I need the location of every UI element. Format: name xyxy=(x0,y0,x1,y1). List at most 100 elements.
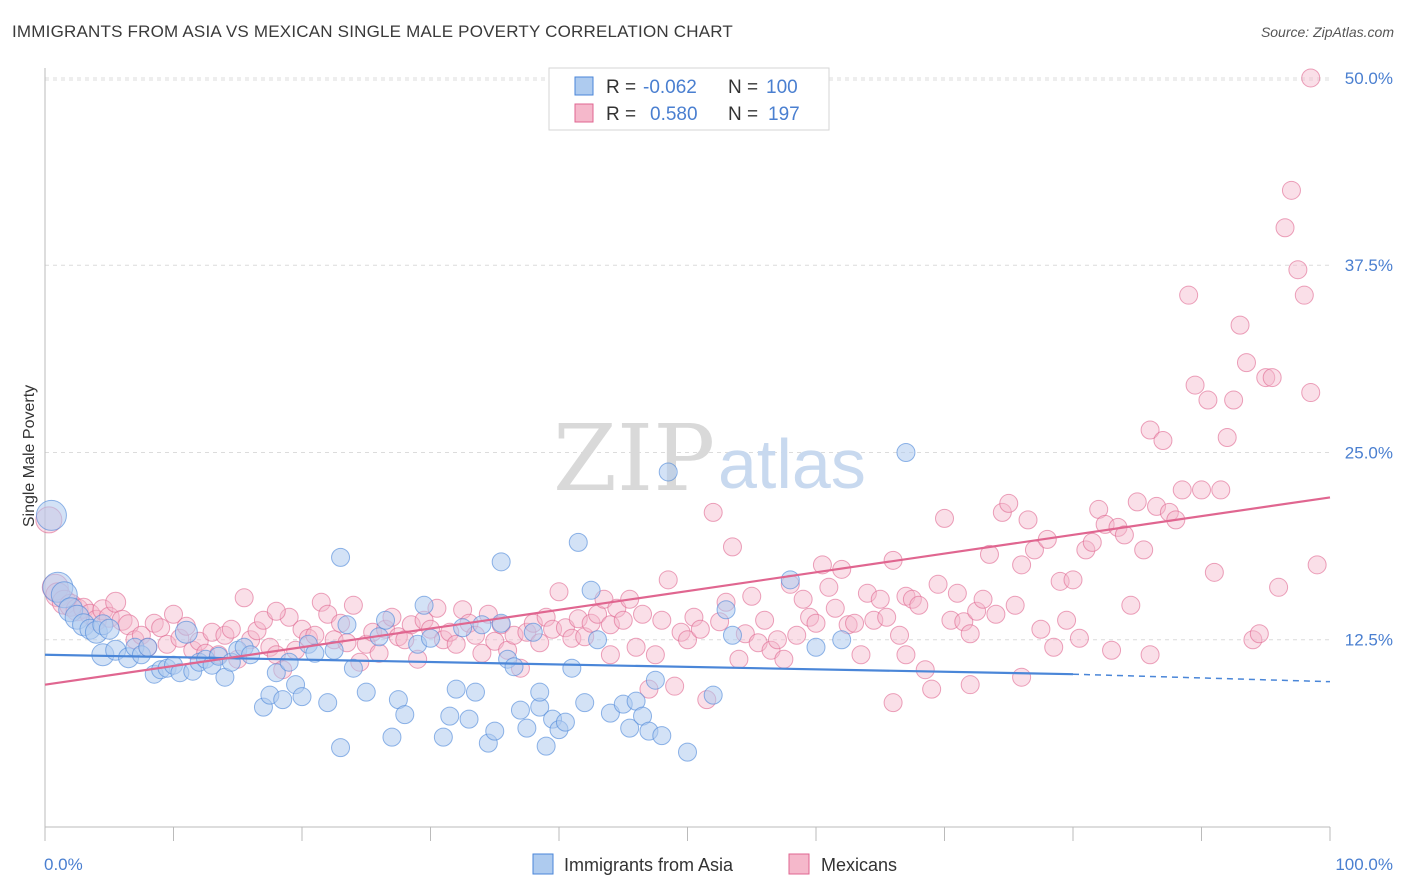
point-mexicans xyxy=(1281,180,1301,200)
point-asia xyxy=(485,721,505,741)
point-mexicans xyxy=(896,645,916,665)
legend-swatch-pink xyxy=(574,103,594,123)
point-mexicans xyxy=(973,589,993,609)
point-mexicans xyxy=(600,615,620,635)
point-asia xyxy=(510,700,530,720)
x-ticks xyxy=(44,827,1331,841)
watermark-atlas: atlas xyxy=(718,425,866,503)
point-mexicans xyxy=(774,649,794,669)
point-mexicans xyxy=(1005,595,1025,615)
point-asia xyxy=(568,532,588,552)
point-mexicans xyxy=(633,604,653,624)
point-mexicans xyxy=(613,610,633,630)
point-asia xyxy=(620,718,640,738)
point-mexicans xyxy=(1275,218,1295,238)
point-mexicans xyxy=(986,604,1006,624)
point-mexicans xyxy=(690,619,710,639)
point-mexicans xyxy=(1288,260,1308,280)
point-mexicans xyxy=(703,502,723,522)
point-mexicans xyxy=(658,570,678,590)
point-mexicans xyxy=(1153,430,1173,450)
bottom-legend-label-asia: Immigrants from Asia xyxy=(564,855,734,875)
trendlines xyxy=(44,496,1331,686)
point-mexicans xyxy=(915,660,935,680)
point-mexicans xyxy=(311,592,331,612)
point-mexicans xyxy=(960,624,980,644)
point-asia xyxy=(174,620,198,644)
legend-n-label-pink: N = xyxy=(728,104,758,125)
point-mexicans xyxy=(1057,610,1077,630)
point-mexicans xyxy=(247,621,267,641)
point-asia xyxy=(780,570,800,590)
point-mexicans xyxy=(1230,315,1250,335)
point-mexicans xyxy=(1018,510,1038,530)
point-asia xyxy=(896,442,916,462)
point-mexicans xyxy=(1012,667,1032,687)
point-mexicans xyxy=(979,544,999,564)
point-mexicans xyxy=(967,601,987,621)
point-asia xyxy=(273,690,293,710)
point-mexicans xyxy=(1307,555,1327,575)
point-mexicans xyxy=(1262,368,1282,388)
point-mexicans xyxy=(1198,390,1218,410)
point-mexicans xyxy=(1236,353,1256,373)
point-mexicans xyxy=(1217,428,1237,447)
point-asia xyxy=(536,736,556,756)
point-mexicans xyxy=(369,643,389,663)
legend-r-label-pink: R = xyxy=(606,104,636,125)
point-mexicans xyxy=(722,537,742,557)
point-mexicans xyxy=(446,634,466,654)
trendline-asia-extension xyxy=(1072,673,1331,683)
point-mexicans xyxy=(1185,375,1205,395)
point-asia xyxy=(395,705,415,725)
point-mexicans xyxy=(819,577,839,597)
point-mexicans xyxy=(1134,540,1154,560)
point-mexicans xyxy=(157,634,177,654)
point-mexicans xyxy=(890,625,910,645)
point-asia xyxy=(716,600,736,620)
point-mexicans xyxy=(1127,492,1147,512)
point-mexicans xyxy=(678,630,697,650)
point-asia xyxy=(337,615,357,635)
point-asia xyxy=(440,706,460,726)
bottom-legend-swatch-mexicans xyxy=(788,853,810,875)
point-mexicans xyxy=(947,583,967,603)
point-mexicans xyxy=(845,613,865,633)
point-mexicans xyxy=(105,591,127,613)
point-asia xyxy=(703,685,723,705)
point-asia xyxy=(331,547,351,567)
point-asia xyxy=(356,682,376,702)
point-mexicans xyxy=(401,615,421,635)
point-asia xyxy=(575,693,595,713)
y-tick-labels: 12.5% 25.0% 37.5% 50.0% xyxy=(1345,69,1393,650)
point-asia xyxy=(98,618,120,640)
point-asia xyxy=(35,499,67,531)
point-asia xyxy=(382,727,402,747)
point-mexicans xyxy=(793,589,813,609)
point-mexicans xyxy=(1301,383,1321,403)
point-asia xyxy=(491,552,511,572)
point-asia xyxy=(433,727,453,747)
legend-r-label-blue: R = xyxy=(606,77,636,98)
point-mexicans xyxy=(1121,595,1141,615)
point-asia xyxy=(517,718,537,738)
point-mexicans xyxy=(151,618,171,638)
y-axis-label: Single Male Poverty xyxy=(21,385,38,527)
point-asia xyxy=(138,637,158,657)
point-mexicans xyxy=(626,637,646,657)
legend-n-label-blue: N = xyxy=(728,77,758,98)
point-mexicans xyxy=(825,598,845,618)
point-mexicans xyxy=(1269,577,1289,597)
y-tick-label: 12.5% xyxy=(1345,631,1393,650)
point-mexicans xyxy=(1114,525,1134,545)
series-legend: Immigrants from Asia Mexicans xyxy=(532,853,897,875)
point-asia xyxy=(465,682,485,702)
point-asia xyxy=(658,462,678,482)
point-mexicans xyxy=(1147,496,1167,516)
point-mexicans xyxy=(1012,555,1032,575)
point-mexicans xyxy=(1140,420,1160,440)
point-mexicans xyxy=(1082,532,1102,552)
legend-n-value-pink: 197 xyxy=(768,104,800,125)
point-asia xyxy=(722,625,742,645)
